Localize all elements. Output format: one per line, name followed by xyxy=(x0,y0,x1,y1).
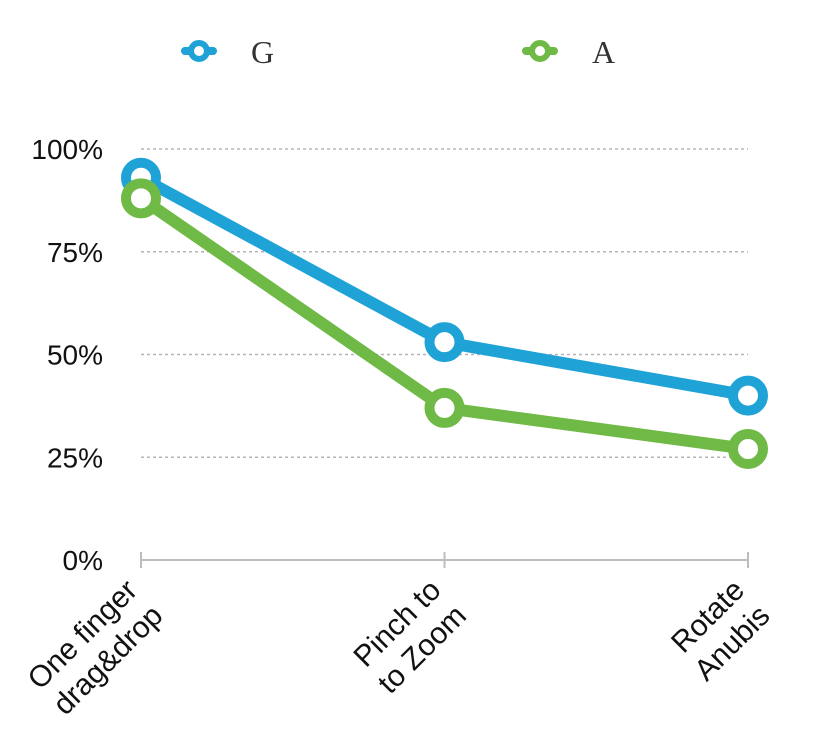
y-axis: 0% 25% 50% 75% 100% xyxy=(31,134,103,576)
y-tick-label: 25% xyxy=(47,442,103,473)
series-layer xyxy=(121,157,768,470)
legend-label-A: A xyxy=(592,34,615,70)
data-point-G xyxy=(728,375,768,416)
data-point-A xyxy=(121,178,161,219)
data-point-A xyxy=(728,429,768,470)
grid xyxy=(141,148,748,458)
data-point-G xyxy=(424,322,465,363)
y-tick-label: 50% xyxy=(47,340,103,371)
legend-marker-G xyxy=(188,40,210,62)
legend-label-G: G xyxy=(251,34,274,70)
y-tick-label: 100% xyxy=(31,134,103,165)
y-tick-label: 75% xyxy=(47,237,103,268)
data-point-A xyxy=(424,387,465,428)
legend-marker-A xyxy=(529,40,551,62)
y-tick-label: 0% xyxy=(63,545,103,576)
series-line-G xyxy=(135,171,754,402)
